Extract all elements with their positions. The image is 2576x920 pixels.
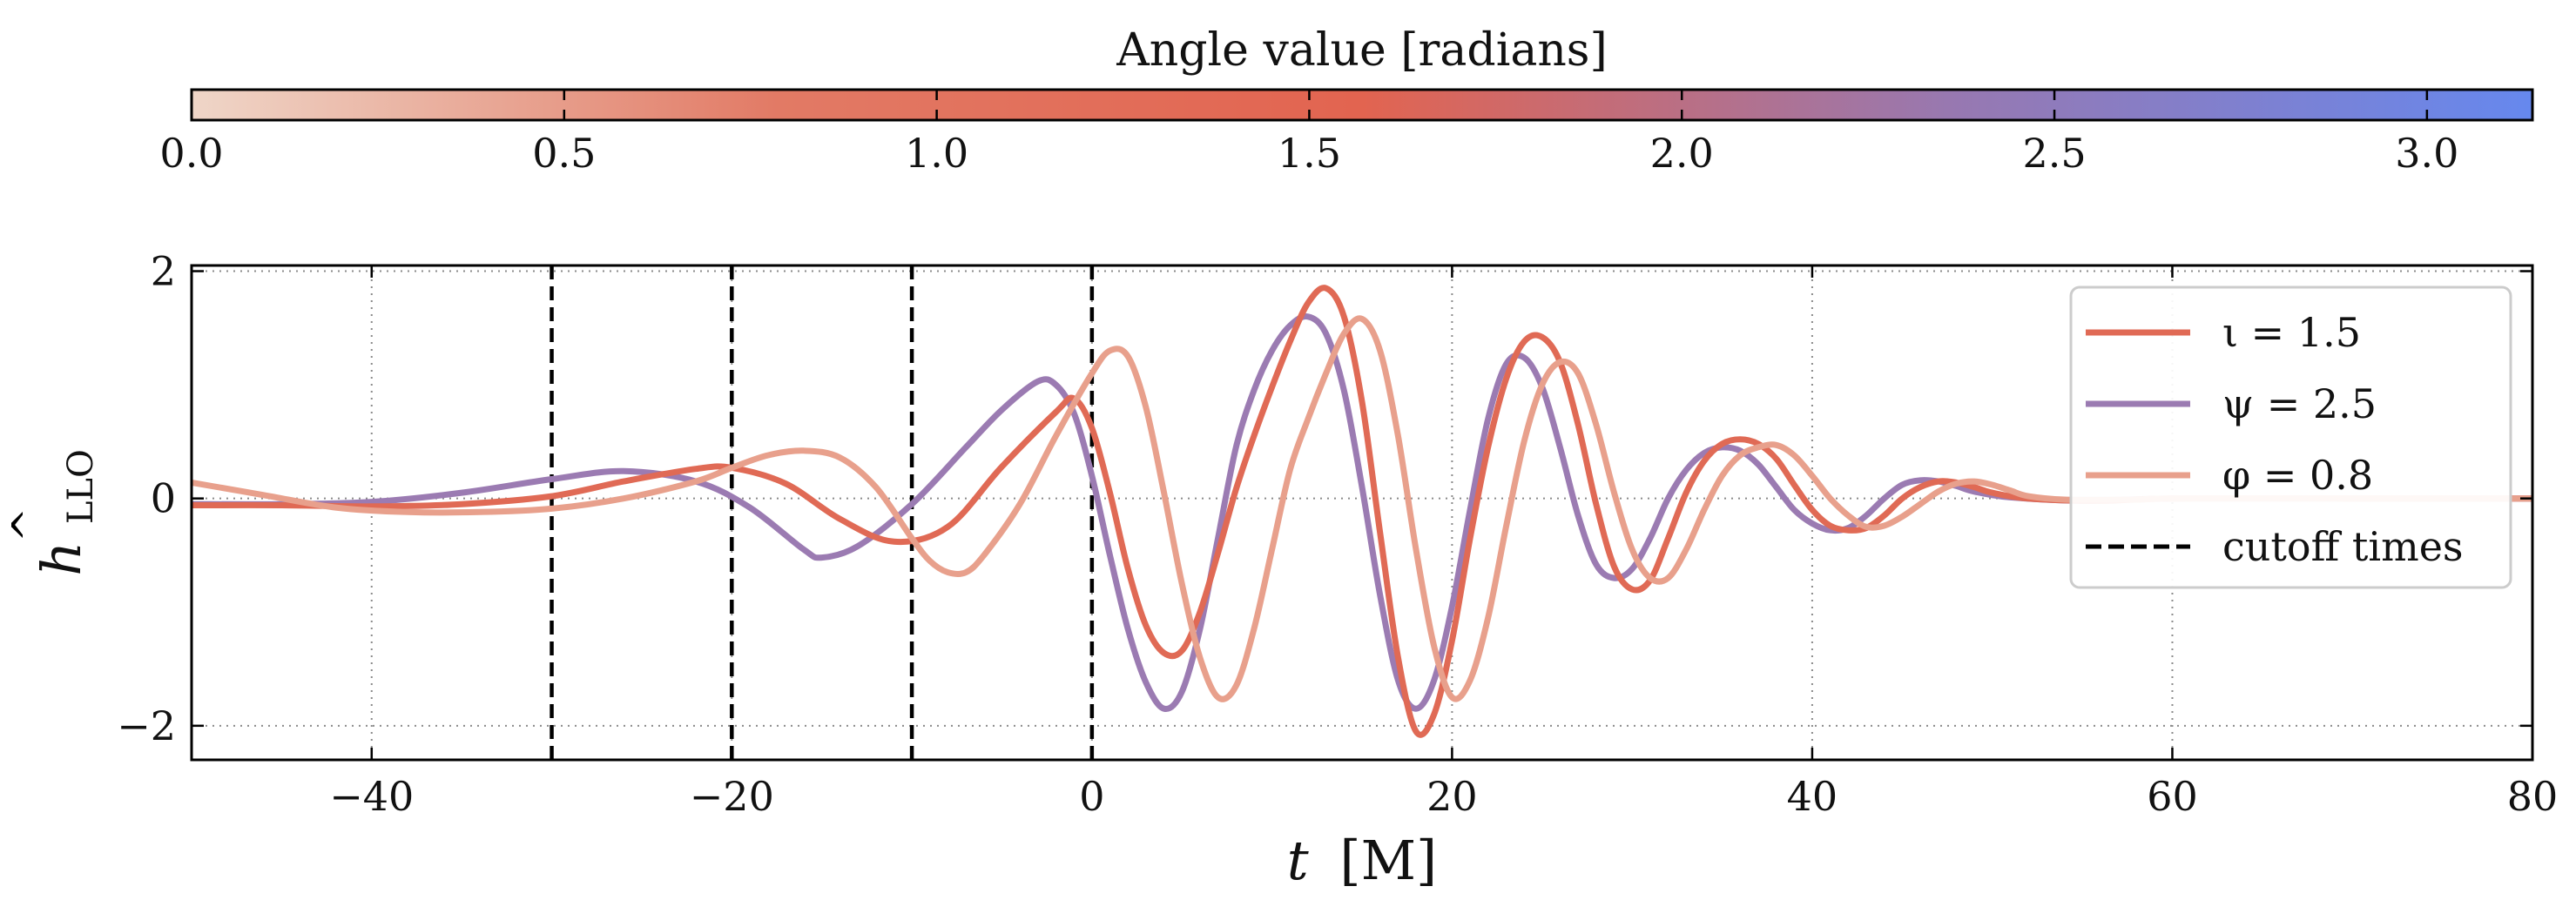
- legend-box: [2069, 285, 2512, 589]
- cutoff-lines: [550, 265, 1095, 760]
- x-tick-label: −20: [690, 773, 774, 820]
- y-axis-subscript: LLO: [61, 449, 101, 524]
- plot-area: −40 −20 0 20 40 60 80 −202 t [M] h LLO ^ ι = 1…: [3, 248, 2558, 892]
- colorbar-bar: [190, 88, 2534, 122]
- x-axis-label: t [M]: [1287, 829, 1438, 892]
- legend: ι = 1.5 ψ = 2.5 φ = 0.8 cutoff times: [2069, 285, 2512, 589]
- legend-label: φ = 0.8: [2222, 452, 2373, 499]
- colorbar-ticks: 0.0 0.5 1.0 1.5 2.0 2.5 3.0: [159, 90, 2458, 177]
- x-axis-symbol: t: [1287, 829, 1309, 892]
- x-tick-label: 20: [1426, 773, 1478, 820]
- x-tick-label: 60: [2147, 773, 2198, 820]
- y-tick-label: 2: [151, 248, 176, 295]
- y-ticks: −2 0 2: [117, 248, 2532, 749]
- colorbar-tick-label: 1.0: [905, 130, 968, 177]
- svg-text:h LLO: h LLO: [30, 449, 101, 576]
- legend-label: cutoff times: [2222, 523, 2464, 570]
- legend-label: ι = 1.5: [2222, 309, 2361, 356]
- x-tick-label: 80: [2507, 773, 2559, 820]
- series-line-1: [192, 313, 2532, 712]
- y-axis-hat: ^: [3, 507, 52, 542]
- series-line-2: [192, 315, 2532, 702]
- axes-frame: [190, 264, 2534, 762]
- x-axis-unit: [M]: [1339, 829, 1437, 892]
- x-tick-label: −40: [329, 773, 414, 820]
- x-tick-label: 40: [1787, 773, 1838, 820]
- colorbar: Angle value [radians] 0.0 0.5 1.0 1.5 2.0 2.5…: [159, 24, 2534, 177]
- y-tick-label: 0: [151, 475, 176, 522]
- x-ticks: −40 −20 0 20 40 60 80: [329, 265, 2558, 820]
- y-tick-label: −2: [117, 702, 176, 749]
- colorbar-label: Angle value [radians]: [1116, 24, 1608, 77]
- colorbar-tick-label: 1.5: [1278, 130, 1341, 177]
- y-axis-label: h LLO ^: [3, 449, 101, 576]
- colorbar-tick-label: 0.5: [532, 130, 596, 177]
- colorbar-tick-label: 2.0: [1650, 130, 1714, 177]
- colorbar-tick-label: 3.0: [2395, 130, 2458, 177]
- series-lines: [192, 285, 2532, 738]
- series-line-0: [192, 285, 2532, 738]
- x-tick-label: 0: [1079, 773, 1104, 820]
- legend-label: ψ = 2.5: [2222, 380, 2377, 427]
- colorbar-tick-label: 2.5: [2022, 130, 2086, 177]
- y-axis-symbol: h: [30, 541, 93, 576]
- colorbar-tick-label: 0.0: [159, 130, 223, 177]
